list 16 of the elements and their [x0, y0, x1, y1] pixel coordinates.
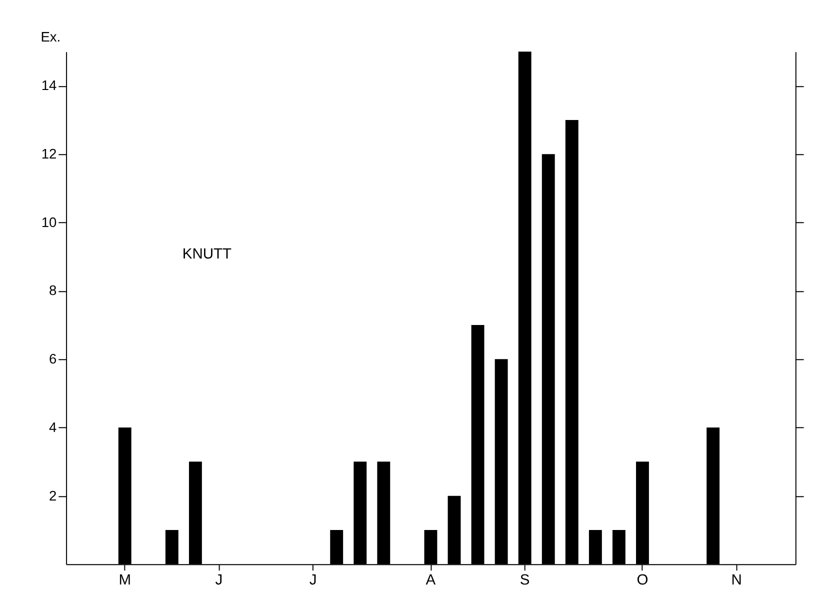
x-tick-label: J: [215, 572, 223, 588]
x-tick-label: N: [731, 572, 742, 588]
y-tick-label: 4: [49, 420, 58, 435]
x-tick-label: A: [426, 572, 436, 588]
y-tick-label: 6: [49, 352, 58, 367]
y-tick-label: 14: [41, 78, 57, 94]
y-tick-label: 12: [41, 146, 57, 162]
x-tick-label: S: [520, 572, 530, 588]
x-tick-label: J: [309, 572, 317, 588]
y-tick-label: 10: [41, 214, 57, 230]
annotation: KNUTT: [182, 246, 232, 263]
x-tick-label: O: [636, 572, 648, 588]
x-tick-label: M: [118, 572, 132, 588]
y-tick-label: 2: [49, 488, 57, 504]
y-axis-title: Ex.: [40, 29, 61, 44]
y-tick-label: 8: [49, 283, 58, 298]
